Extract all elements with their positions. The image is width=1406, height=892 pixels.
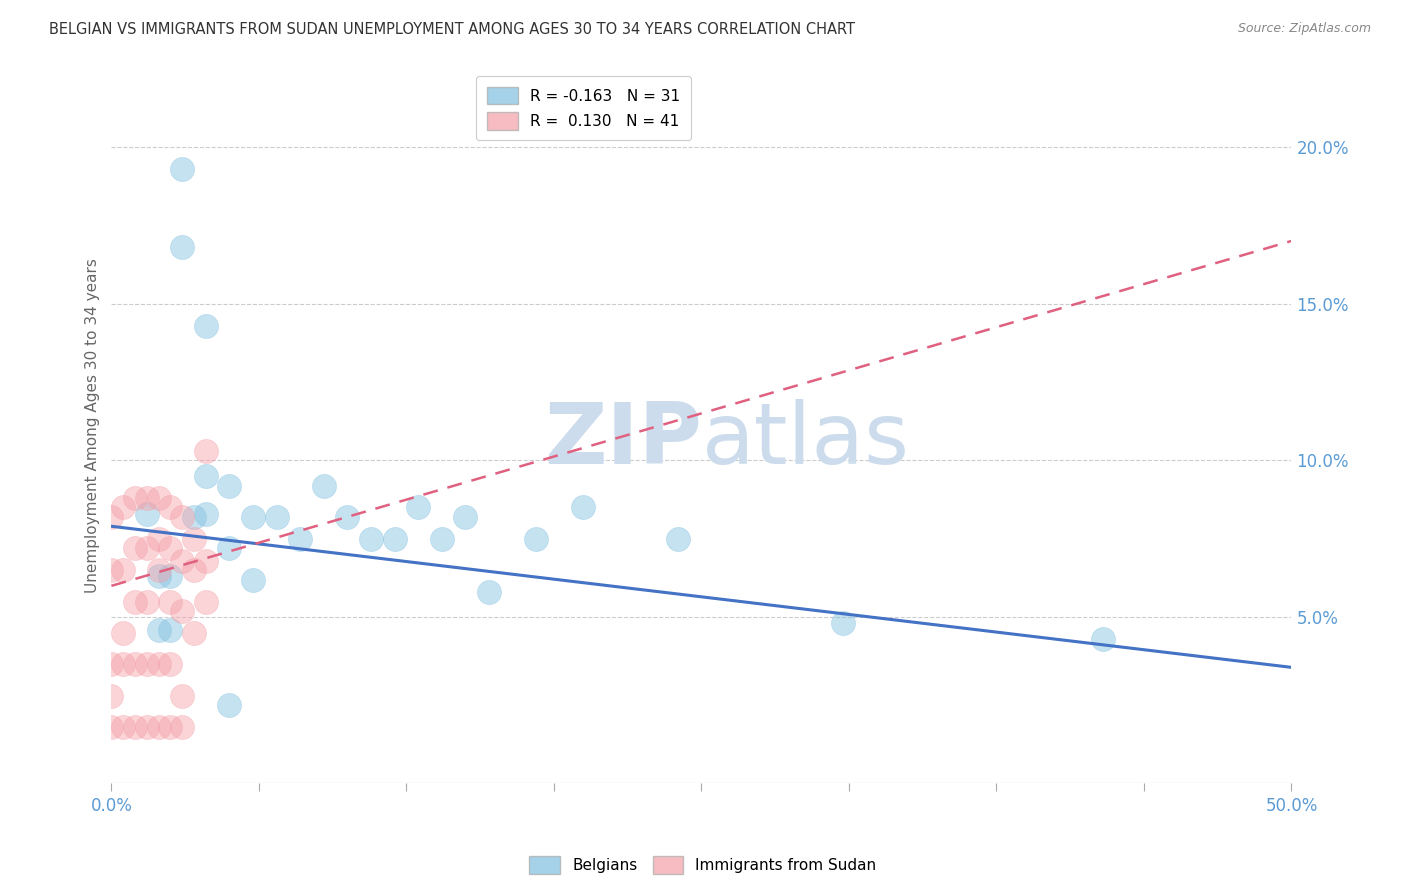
Point [148,623,170,637]
Point [112,720,135,734]
Point [454,509,477,524]
Point [124,720,146,734]
Legend: R = -0.163   N = 31, R =  0.130   N = 41: R = -0.163 N = 31, R = 0.130 N = 41 [477,76,690,140]
Point [112,625,135,640]
Text: atlas: atlas [702,399,910,482]
Point [172,604,194,618]
Point [384,532,406,546]
Y-axis label: Unemployment Among Ages 30 to 34 years: Unemployment Among Ages 30 to 34 years [86,259,100,593]
Point [159,657,181,672]
Point [135,541,157,556]
Point [135,491,157,505]
Point [159,594,181,608]
Point [124,594,146,608]
Point [478,585,501,599]
Point [148,569,170,583]
Point [124,491,146,505]
Point [100,563,122,577]
Point [135,720,157,734]
Point [312,478,335,492]
Point [194,318,217,333]
Point [183,509,205,524]
Point [112,563,135,577]
Point [135,594,157,608]
Point [159,720,181,734]
Point [112,500,135,515]
Point [218,541,240,556]
Point [290,532,312,546]
Point [159,569,181,583]
Point [100,509,122,524]
Point [100,657,122,672]
Point [172,720,194,734]
Point [194,594,217,608]
Text: BELGIAN VS IMMIGRANTS FROM SUDAN UNEMPLOYMENT AMONG AGES 30 TO 34 YEARS CORRELAT: BELGIAN VS IMMIGRANTS FROM SUDAN UNEMPLO… [49,22,855,37]
Point [832,616,855,631]
Point [159,541,181,556]
Point [172,689,194,703]
Point [124,541,146,556]
Point [406,500,429,515]
Point [572,500,595,515]
Point [242,573,264,587]
Point [524,532,547,546]
Point [194,444,217,458]
Point [430,532,453,546]
Point [666,532,689,546]
Point [266,509,288,524]
Point [172,509,194,524]
Point [148,563,170,577]
Point [100,689,122,703]
Point [218,478,240,492]
Point [194,469,217,483]
Point [194,554,217,568]
Text: Source: ZipAtlas.com: Source: ZipAtlas.com [1237,22,1371,36]
Point [183,625,205,640]
Point [159,623,181,637]
Legend: Belgians, Immigrants from Sudan: Belgians, Immigrants from Sudan [523,850,883,880]
Point [1091,632,1114,647]
Point [112,657,135,672]
Point [360,532,382,546]
Point [183,563,205,577]
Point [336,509,359,524]
Point [148,491,170,505]
Point [218,698,240,712]
Point [159,500,181,515]
Point [194,507,217,521]
Point [135,507,157,521]
Point [172,554,194,568]
Point [100,720,122,734]
Point [148,657,170,672]
Point [242,509,264,524]
Point [148,532,170,546]
Point [124,657,146,672]
Point [135,657,157,672]
Point [148,720,170,734]
Point [183,532,205,546]
Text: ZIP: ZIP [544,399,702,482]
Point [172,161,194,176]
Point [172,240,194,254]
